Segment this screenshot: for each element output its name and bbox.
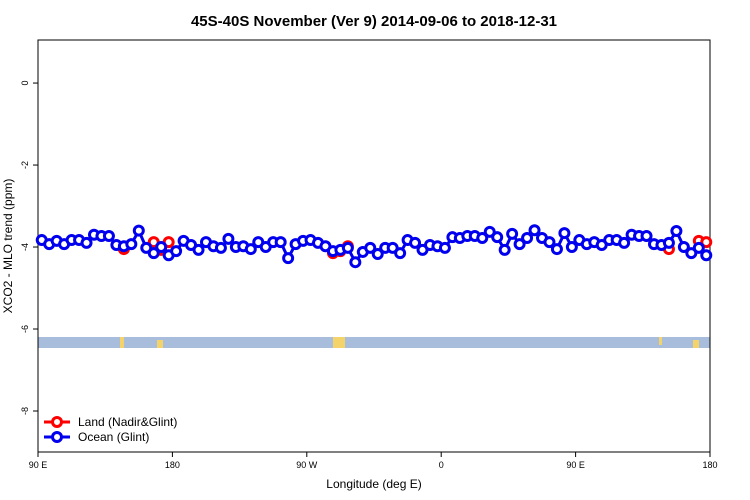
legend-label: Land (Nadir&Glint) — [78, 415, 177, 429]
data-point — [394, 247, 407, 260]
data-point — [685, 247, 698, 260]
data-point — [155, 241, 168, 254]
data-point — [132, 224, 145, 237]
data-point — [506, 227, 519, 240]
plot-layer: 90 E 180 90 W 0 90 E 180 0 -2 -4 -6 -8 Land (Nadir&… — [20, 81, 718, 470]
data-point — [521, 232, 534, 245]
data-point — [170, 245, 183, 258]
data-point — [543, 236, 556, 249]
data-point — [147, 247, 160, 260]
data-point — [274, 236, 287, 249]
chart-title: 45S-40S November (Ver 9) 2014-09-06 to 2… — [191, 13, 557, 30]
data-point — [528, 224, 541, 237]
legend-label: Ocean (Glint) — [78, 430, 149, 444]
data-point — [140, 241, 153, 254]
data-point — [483, 225, 496, 238]
x-tick-label: 180 — [702, 460, 717, 470]
x-tick-label: 90 E — [29, 460, 48, 470]
data-point — [125, 238, 138, 251]
surface-strip — [38, 337, 710, 348]
x-tick-label: 0 — [439, 460, 444, 470]
data-point — [640, 229, 653, 242]
data-point — [700, 236, 713, 249]
data-point — [662, 236, 675, 249]
legend-marker — [51, 416, 63, 428]
data-point — [677, 241, 690, 254]
data-point — [102, 229, 115, 242]
data-point — [222, 232, 235, 245]
data-point — [558, 227, 571, 240]
data-point — [670, 225, 683, 238]
data-point — [349, 256, 362, 269]
legend-marker — [51, 431, 63, 443]
y-tick-label: 0 — [20, 81, 30, 86]
data-point — [550, 243, 563, 256]
data-point — [386, 241, 399, 254]
data-point — [491, 231, 504, 244]
data-point — [80, 236, 93, 249]
data-point — [409, 236, 422, 249]
y-tick-label: -2 — [20, 161, 30, 169]
data-point — [513, 238, 526, 251]
y-tick-label: -8 — [20, 407, 30, 415]
y-tick-label: -4 — [20, 243, 30, 251]
data-point — [282, 252, 295, 265]
data-point — [692, 241, 705, 254]
data-point — [618, 236, 631, 249]
data-point — [498, 243, 511, 256]
data-point — [244, 243, 257, 256]
x-tick-label: 180 — [165, 460, 180, 470]
data-point — [214, 241, 227, 254]
x-tick-label: 90 E — [566, 460, 585, 470]
data-point — [371, 247, 384, 260]
data-point — [192, 243, 205, 256]
x-axis-label: Longitude (deg E) — [326, 477, 421, 491]
y-tick-label: -6 — [20, 325, 30, 333]
x-tick-label: 90 W — [296, 460, 318, 470]
data-point — [565, 241, 578, 254]
data-point — [438, 241, 451, 254]
y-axis-label: XCO2 - MLO trend (ppm) — [1, 179, 15, 314]
data-point — [364, 241, 377, 254]
data-point — [700, 249, 713, 262]
data-point — [476, 232, 489, 245]
data-point — [341, 241, 354, 254]
